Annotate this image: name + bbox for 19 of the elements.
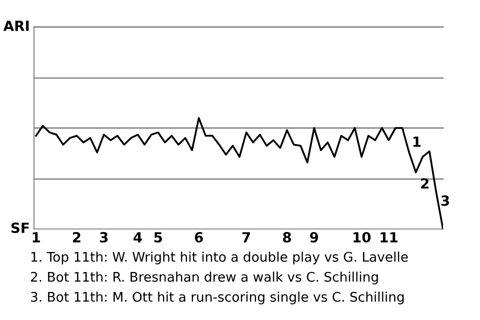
x-tick-label: 7 bbox=[242, 232, 250, 242]
x-tick-label: 8 bbox=[283, 232, 291, 243]
annotation: 3 bbox=[441, 195, 449, 206]
x-tick-label: 2 bbox=[73, 232, 80, 242]
x-tick-label: 3 bbox=[100, 232, 108, 243]
text: SF bbox=[11, 222, 29, 234]
text: 1. Top 11th: W. Wright hit into a double play vs G. Lavelle bbox=[31, 252, 408, 264]
x-tick-label: 6 bbox=[194, 232, 203, 243]
x-tick-label: 1 bbox=[32, 232, 40, 242]
text: ARI bbox=[3, 20, 29, 31]
annotation: 2 bbox=[421, 178, 428, 189]
x-tick-label: 4 bbox=[134, 232, 142, 242]
x-tick-label: 5 bbox=[154, 232, 162, 243]
x-tick-label: 11 bbox=[380, 232, 398, 242]
annotation: 1 bbox=[413, 136, 421, 147]
x-tick-label: 9 bbox=[310, 232, 318, 243]
text: 3. Bot 11th: M. Ott hit a run-scoring single vs C. Schilling bbox=[31, 292, 404, 304]
x-tick-label: 10 bbox=[354, 232, 371, 243]
text: 2. Bot 11th: R. Bresnahan drew a walk vs C. Schilling bbox=[30, 272, 378, 284]
